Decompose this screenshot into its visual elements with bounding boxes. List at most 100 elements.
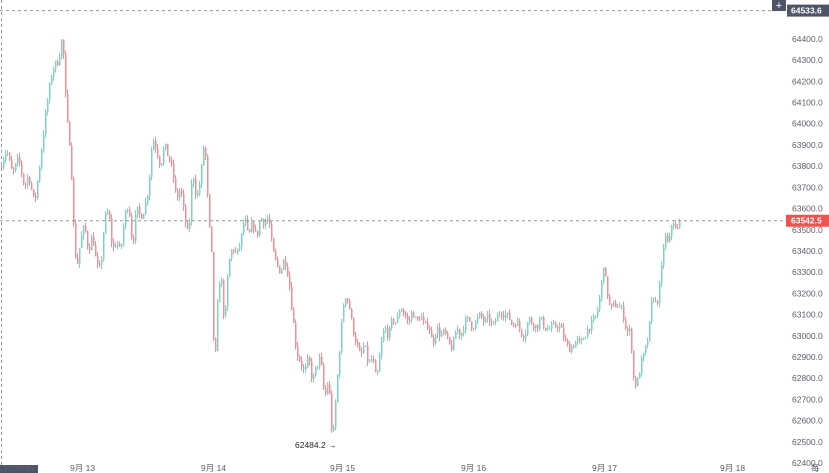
candle-body xyxy=(3,160,5,168)
candle-body xyxy=(235,250,237,252)
candle-body xyxy=(343,305,345,322)
candle-body xyxy=(639,373,641,379)
candle-body xyxy=(303,366,305,370)
candle-body xyxy=(47,100,49,113)
y-tick-label: 63000.0 xyxy=(792,331,823,341)
candle-body xyxy=(251,221,253,233)
candle-body xyxy=(511,319,513,324)
candle-body xyxy=(155,140,157,149)
candle-body xyxy=(389,327,391,338)
y-tick-label: 63800.0 xyxy=(792,161,823,171)
candle-body xyxy=(633,350,635,378)
candle-body xyxy=(81,235,83,248)
candle-body xyxy=(397,316,399,323)
price-axis[interactable]: 62400.0 62500.0 62600.0 62700.0 62800.0 62900… xyxy=(792,34,823,468)
candle-body xyxy=(659,283,661,304)
candle-body xyxy=(181,190,183,194)
candle-body xyxy=(489,314,491,322)
candles-group xyxy=(1,39,681,434)
candle-body xyxy=(649,321,651,342)
candle-body xyxy=(477,317,479,322)
candle-body xyxy=(95,245,97,257)
candle-body xyxy=(129,209,131,216)
candle-body xyxy=(339,352,341,375)
candle-body xyxy=(29,177,31,184)
candle-body xyxy=(675,223,677,229)
candle-body xyxy=(605,267,607,277)
candle-body xyxy=(635,377,637,387)
candle-body xyxy=(417,316,419,320)
candle-body xyxy=(39,167,41,181)
y-tick-label: 63100.0 xyxy=(792,310,823,320)
candle-body xyxy=(119,243,121,247)
candle-body xyxy=(369,361,371,363)
candle-body xyxy=(475,321,477,329)
candle-body xyxy=(581,339,583,341)
candle-body xyxy=(465,318,467,331)
candle-body xyxy=(109,211,111,219)
candle-body xyxy=(199,184,201,194)
candle-body xyxy=(113,242,115,248)
candle-body xyxy=(215,338,217,351)
candle-body xyxy=(391,319,393,328)
candle-body xyxy=(49,83,51,101)
candle-body xyxy=(377,371,379,373)
plus-icon[interactable]: + xyxy=(776,0,782,12)
candle-body xyxy=(157,148,159,157)
candle-body xyxy=(15,163,17,171)
candle-body xyxy=(579,338,581,341)
candle-body xyxy=(61,39,63,58)
candle-body xyxy=(375,360,377,373)
candle-body xyxy=(661,265,663,284)
candle-body xyxy=(513,323,515,326)
time-axis[interactable]: 12:00:00 9月 13 9月 14 9月 15 9月 16 9月 17 9月 18 xyxy=(0,463,745,473)
candle-body xyxy=(637,378,639,387)
candle-body xyxy=(533,323,535,329)
candle-body xyxy=(563,327,565,339)
candle-body xyxy=(227,277,229,308)
candle-body xyxy=(437,327,439,336)
candle-body xyxy=(27,177,29,185)
candle-body xyxy=(487,314,489,319)
y-tick-label: 63400.0 xyxy=(792,246,823,256)
crosshair-add-button[interactable] xyxy=(772,0,786,11)
candle-body xyxy=(499,314,501,316)
candle-body xyxy=(667,235,669,242)
y-tick-label: 63700.0 xyxy=(792,182,823,192)
candle-body xyxy=(525,334,527,339)
candle-body xyxy=(541,317,543,320)
candle-body xyxy=(93,236,95,246)
candle-body xyxy=(401,309,403,312)
candle-body xyxy=(207,155,209,195)
candle-body xyxy=(31,183,33,190)
x-corner-label[interactable]: 每 xyxy=(811,463,820,473)
candle-body xyxy=(41,150,43,168)
candle-body xyxy=(231,250,233,259)
candle-body xyxy=(353,318,355,335)
y-tick-label: 62900.0 xyxy=(792,352,823,362)
candle-body xyxy=(291,286,293,310)
candle-body xyxy=(69,121,71,146)
candle-body xyxy=(209,194,211,227)
candle-body xyxy=(21,161,23,174)
candle-body xyxy=(327,384,329,394)
candle-body xyxy=(481,313,483,317)
candle-body xyxy=(553,323,555,325)
candle-body xyxy=(307,357,309,367)
candle-body xyxy=(673,223,675,226)
candle-body xyxy=(25,183,27,185)
candle-body xyxy=(451,343,453,351)
candle-body xyxy=(601,281,603,298)
candle-body xyxy=(467,316,469,319)
candle-body xyxy=(219,283,221,303)
candle-body xyxy=(283,259,285,270)
candle-body xyxy=(45,112,47,135)
candle-body xyxy=(165,143,167,150)
candle-body xyxy=(441,333,443,337)
candle-body xyxy=(37,180,39,198)
candle-body xyxy=(149,176,151,196)
candle-body xyxy=(177,190,179,199)
candle-body xyxy=(107,211,109,214)
y-tick-label: 64400.0 xyxy=(792,34,823,44)
